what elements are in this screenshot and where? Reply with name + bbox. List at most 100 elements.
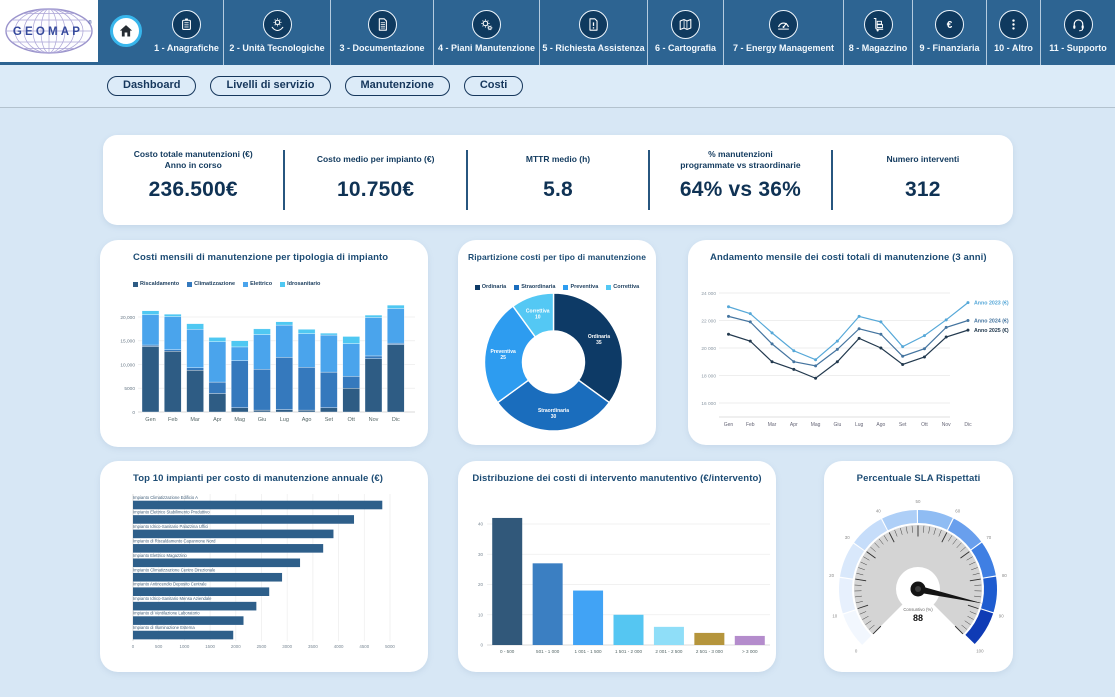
document-icon: [367, 10, 397, 39]
tab-livelli-di-servizio[interactable]: Livelli di servizio: [210, 76, 331, 96]
bar-segment: [231, 407, 249, 413]
nav-item-5[interactable]: 5 - Richiesta Assistenza: [540, 0, 648, 65]
nav-item-6[interactable]: 6 - Cartografia: [648, 0, 724, 65]
home-icon: [119, 25, 133, 37]
gauge-ring-segment: [965, 609, 994, 644]
histogram-chart: 0 10 20 30 40 0 - 500 501 - 1 000 1 001 - 1 500…: [458, 491, 776, 677]
bar-segment: [208, 381, 227, 394]
svg-text:20,000: 20,000: [120, 315, 135, 321]
nav-item-label: 9 - Finanziaria: [919, 43, 980, 53]
document-alert-icon: [579, 10, 608, 39]
card-index-icon: [172, 10, 201, 39]
svg-text:20: 20: [478, 582, 484, 587]
nav-item-10[interactable]: 10 - Altro: [987, 0, 1041, 65]
headset-icon: [1063, 10, 1093, 39]
svg-text:Ago: Ago: [302, 417, 312, 423]
nav-item-3[interactable]: 3 - Documentazione: [331, 0, 434, 65]
gauge-ring-segment: [839, 577, 856, 614]
hbar-row-bar: [133, 616, 244, 625]
gauge-ring-segment: [971, 542, 996, 578]
bar-segment: [275, 321, 293, 326]
legend-chip: [563, 284, 569, 290]
svg-text:10,000: 10,000: [120, 362, 135, 368]
nav-item-label: 6 - Cartografia: [654, 43, 716, 53]
hbar-row-bar: [133, 630, 234, 640]
svg-text:Dic: Dic: [392, 417, 400, 423]
bar-segment: [231, 346, 249, 361]
hbar-row-bar: [133, 515, 355, 524]
bar-segment: [364, 358, 383, 413]
nav-item-1[interactable]: 1 - Anagrafiche: [150, 0, 224, 65]
legend-chip: [133, 281, 138, 287]
bar-segment: [164, 351, 182, 413]
chart-legend: Riscaldamento Climatizzazione Elettrico Idr…: [133, 281, 320, 287]
legend-chip: [187, 281, 193, 287]
svg-text:1500: 1500: [205, 644, 215, 649]
svg-text:Impianto di Illuminazione Este: Impianto di Illuminazione Esterna: [133, 625, 195, 630]
svg-text:20 000: 20 000: [701, 346, 716, 352]
legend-label: Climatizzazione: [194, 281, 236, 287]
nav-item-8[interactable]: 8 - Magazzino: [844, 0, 913, 65]
svg-text:90: 90: [999, 614, 1004, 619]
bar-segment: [275, 357, 293, 410]
legend-label: Ordinaria: [481, 284, 507, 290]
gauge-needle: [911, 585, 983, 604]
nav-item-7[interactable]: 7 - Energy Management: [724, 0, 844, 65]
tab-dashboard[interactable]: Dashboard: [107, 76, 197, 96]
svg-text:2000: 2000: [231, 644, 241, 649]
legend-item: Riscaldamento: [133, 281, 179, 287]
legend-chip: [280, 281, 286, 287]
kpi-1: Costo totale manutenzioni (€) Anno in co…: [103, 135, 283, 225]
legend-label: Preventiva: [570, 284, 599, 290]
svg-text:0: 0: [855, 648, 858, 653]
nav-item-label: 11 - Supporto: [1049, 43, 1107, 53]
tab-costi[interactable]: Costi: [463, 76, 524, 96]
legend-label: Elettrico: [250, 281, 273, 287]
panel-cost-distribution: Distribuzione dei costi di intervento ma…: [458, 461, 776, 672]
kpi-divider: [283, 150, 286, 210]
svg-text:10: 10: [535, 314, 541, 320]
nav-item-label: 7 - Energy Management: [732, 43, 835, 53]
tab-manutenzione[interactable]: Manutenzione: [344, 76, 450, 96]
panel-title: Distribuzione dei costi di intervento ma…: [472, 473, 762, 484]
panel-monthly-costs-by-type: Costi mensili di manutenzione per tipolo…: [100, 240, 428, 447]
kpi-value: 236.500€: [148, 178, 238, 201]
nav-item-4[interactable]: 4 - Piani Manutenzione: [434, 0, 540, 65]
nav-item-2[interactable]: 2 - Unità Tecnologiche: [224, 0, 331, 65]
svg-text:Mar: Mar: [768, 422, 777, 428]
gauge-ring-segment: [854, 519, 888, 551]
kpi-2: Costo medio per impianto (€) 10.750€: [285, 135, 465, 225]
svg-text:Lug: Lug: [855, 422, 864, 428]
svg-text:Gen: Gen: [145, 417, 155, 423]
kpi-divider: [830, 150, 833, 210]
hbar-svg: 0 500 1000 1500 2000 2500 3000 3500 4000 4500 5000…: [132, 494, 395, 649]
bar-segment: [387, 344, 405, 413]
svg-text:0 - 500: 0 - 500: [500, 649, 515, 654]
svg-text:22 000: 22 000: [701, 318, 716, 324]
nav-menu: 1 - Anagrafiche 2 - Unità Tecnologiche 3 -…: [150, 0, 1115, 65]
histogram-bar: [694, 632, 725, 645]
svg-text:Giu: Giu: [833, 422, 841, 428]
svg-text:Impianto Idrico-Sanitario Mens: Impianto Idrico-Sanitario Mensa Aziendal…: [133, 596, 212, 601]
svg-text:24 000: 24 000: [701, 291, 716, 297]
bar-segment: [387, 304, 405, 309]
tab-strip: Dashboard Livelli di servizio Manutenzione…: [0, 65, 1115, 108]
stacked-bar-svg: 0 5000 10,000 15,000 20,000 Gen Feb Mar Apr Mag Gi…: [120, 304, 415, 423]
kpi-5: Numero interventi 312: [833, 135, 1013, 225]
kpi-label: MTTR medio (h): [525, 154, 591, 165]
panel-title: Percentuale SLA Rispettati: [856, 473, 981, 484]
bar-segment: [164, 313, 182, 317]
nav-item-9[interactable]: €9 - Finanziaria: [913, 0, 987, 65]
kpi-card: Costo totale manutenzioni (€) Anno in co…: [103, 135, 1013, 225]
bar-segment: [253, 409, 271, 413]
panel-top10-plants: Top 10 impianti per costo di manutenzion…: [100, 461, 428, 672]
bar-segment: [141, 310, 160, 315]
gear-hands-icon: [262, 10, 292, 39]
line-series-Anno2024: [728, 315, 969, 367]
gauge-svg: 0 10 20 30 40 50 60 70 80 90 100 Consuntivo (%)88: [829, 499, 1007, 653]
nav-item-11[interactable]: 11 - Supporto: [1041, 0, 1115, 65]
logo[interactable]: GEOMAP ®: [0, 0, 98, 62]
home-button[interactable]: [110, 15, 142, 47]
svg-text:Impianto Elettrico Magazzino: Impianto Elettrico Magazzino: [133, 553, 187, 558]
svg-text:Nov: Nov: [942, 422, 951, 428]
